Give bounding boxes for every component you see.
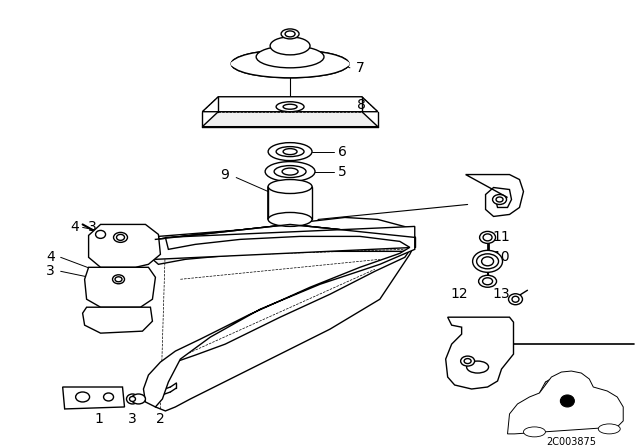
Text: 2C003875: 2C003875 — [547, 437, 596, 447]
Ellipse shape — [477, 254, 499, 269]
Ellipse shape — [231, 56, 349, 72]
Ellipse shape — [512, 296, 519, 302]
Text: 3: 3 — [46, 264, 55, 278]
Ellipse shape — [276, 102, 304, 112]
Ellipse shape — [116, 234, 125, 241]
Text: 7: 7 — [356, 61, 364, 75]
Text: 10: 10 — [493, 250, 510, 264]
Ellipse shape — [274, 166, 306, 177]
Ellipse shape — [496, 197, 503, 202]
Polygon shape — [202, 97, 378, 112]
Ellipse shape — [131, 394, 145, 404]
Polygon shape — [159, 217, 415, 254]
Ellipse shape — [268, 142, 312, 160]
Ellipse shape — [268, 180, 312, 194]
Ellipse shape — [231, 50, 349, 78]
Ellipse shape — [270, 37, 310, 55]
Ellipse shape — [464, 358, 471, 364]
Ellipse shape — [276, 146, 304, 157]
Ellipse shape — [483, 234, 492, 241]
Text: 11: 11 — [493, 230, 511, 245]
Text: 3: 3 — [128, 412, 137, 426]
Text: 3: 3 — [88, 220, 97, 234]
Ellipse shape — [479, 275, 497, 287]
Polygon shape — [445, 317, 513, 389]
Polygon shape — [83, 307, 152, 333]
Ellipse shape — [95, 230, 106, 238]
Ellipse shape — [461, 356, 475, 366]
Text: 13: 13 — [493, 287, 510, 301]
Ellipse shape — [481, 257, 493, 266]
Ellipse shape — [256, 46, 324, 68]
Ellipse shape — [509, 294, 522, 305]
Polygon shape — [88, 224, 161, 267]
Ellipse shape — [265, 162, 315, 181]
Ellipse shape — [479, 232, 495, 243]
Ellipse shape — [472, 250, 502, 272]
Polygon shape — [202, 112, 378, 127]
Ellipse shape — [104, 393, 113, 401]
Ellipse shape — [285, 31, 295, 37]
Ellipse shape — [113, 233, 127, 242]
Ellipse shape — [281, 29, 299, 39]
Ellipse shape — [268, 212, 312, 226]
Text: 5: 5 — [337, 164, 346, 179]
Text: 8: 8 — [358, 98, 366, 112]
Polygon shape — [84, 267, 156, 307]
Ellipse shape — [231, 50, 349, 78]
Text: 1: 1 — [94, 412, 103, 426]
Ellipse shape — [561, 395, 574, 407]
Polygon shape — [148, 224, 415, 411]
Ellipse shape — [283, 149, 297, 155]
Ellipse shape — [76, 392, 90, 402]
Text: 4: 4 — [46, 250, 55, 264]
Ellipse shape — [483, 278, 493, 285]
Polygon shape — [143, 226, 415, 407]
Polygon shape — [156, 224, 415, 259]
Ellipse shape — [115, 277, 122, 282]
Ellipse shape — [113, 275, 125, 284]
Ellipse shape — [598, 424, 620, 434]
Ellipse shape — [493, 194, 506, 204]
Ellipse shape — [127, 394, 138, 404]
Ellipse shape — [467, 361, 488, 373]
Text: 12: 12 — [451, 287, 468, 301]
Ellipse shape — [129, 396, 136, 401]
Polygon shape — [150, 224, 415, 264]
Text: 9: 9 — [220, 168, 228, 181]
Polygon shape — [268, 186, 312, 220]
Ellipse shape — [283, 104, 297, 109]
Text: 4: 4 — [70, 220, 79, 234]
Text: 2: 2 — [156, 412, 164, 426]
Polygon shape — [466, 175, 524, 216]
Polygon shape — [63, 387, 125, 409]
Text: 6: 6 — [337, 145, 346, 159]
Ellipse shape — [282, 168, 298, 175]
Polygon shape — [508, 371, 623, 434]
Ellipse shape — [524, 427, 545, 437]
